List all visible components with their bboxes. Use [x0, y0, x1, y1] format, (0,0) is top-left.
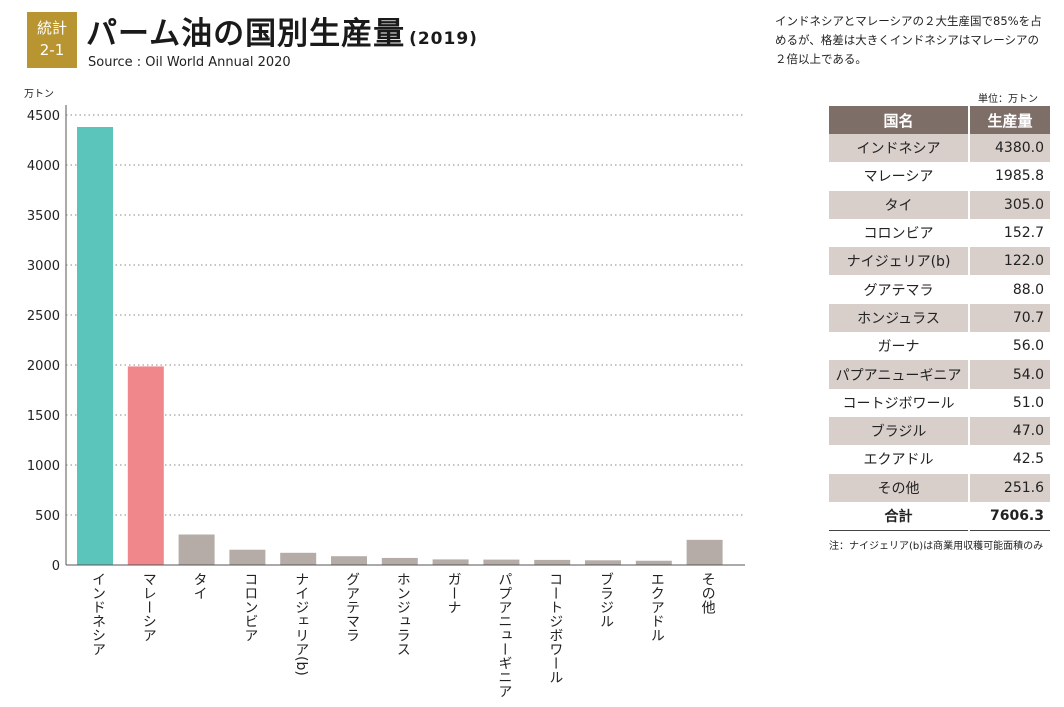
col-value-header: 生産量	[969, 106, 1050, 134]
table-cell-country: ブラジル	[829, 416, 970, 446]
x-tick-label: コロンビア	[242, 572, 259, 642]
table-cell-value: 56.0	[969, 332, 1050, 361]
production-table: 国名 生産量 インドネシア 4380.0 マレーシア 1985.8 タイ 305.0 コロン…	[829, 106, 1050, 532]
bar-chart: 0 500 1000 1500 2000 2500 3000 3500 4000 4500	[27, 105, 745, 574]
table-cell-country: ガーナ	[829, 332, 970, 361]
table-header-row: 国名 生産量	[829, 106, 1050, 134]
x-tick-label: エクアドル	[648, 572, 665, 642]
x-tick-label: マレーシア	[140, 572, 157, 642]
bar	[127, 366, 164, 565]
bar	[534, 559, 571, 565]
y-tick-label: 1500	[27, 409, 60, 424]
total-value: 7606.3	[969, 501, 1050, 532]
badge-line1: 統計	[36, 19, 67, 37]
bar	[77, 127, 113, 565]
bar	[331, 556, 367, 565]
table-row: インドネシア 4380.0	[829, 134, 1050, 163]
page-title: パーム油の国別生産量 (2019)	[86, 8, 478, 53]
table-row: コロンビア 152.7	[829, 218, 1050, 248]
table-cell-country: タイ	[829, 190, 970, 219]
x-tick-label: インドネシア	[90, 572, 106, 656]
table-cell-country: パプアニューギニア	[829, 360, 970, 389]
y-tick-label: 500	[35, 509, 60, 524]
bar	[635, 560, 672, 565]
table-row: タイ 305.0	[829, 190, 1050, 219]
bar	[178, 534, 215, 565]
x-tick-label: パプアニューギニア	[496, 572, 513, 698]
y-tick-label: 3500	[27, 209, 60, 224]
x-tick-label: ガーナ	[445, 572, 462, 614]
x-tick-label: ナイジェリア(b)	[293, 572, 310, 676]
table-cell-value: 70.7	[969, 303, 1050, 333]
table-cell-value: 88.0	[969, 275, 1050, 304]
title-text: パーム油の国別生産量	[86, 16, 406, 52]
y-tick-label: 4000	[27, 159, 60, 174]
table-cell-value: 305.0	[969, 190, 1050, 219]
table-cell-value: 4380.0	[969, 134, 1050, 163]
table-row: コートジボワール 51.0	[829, 388, 1050, 417]
source-line: Source : Oil World Annual 2020	[88, 55, 291, 70]
table-row: マレーシア 1985.8	[829, 162, 1050, 191]
y-axis-unit: 万トン	[24, 89, 54, 100]
table-cell-country: コロンビア	[829, 218, 970, 248]
summary-note: インドネシアとマレーシアの２大生産国で85%を占めるが、格差は大きくインドネシア…	[775, 14, 1042, 66]
table-cell-country: エクアドル	[829, 445, 970, 474]
table-cell-value: 51.0	[969, 388, 1050, 417]
bar	[483, 559, 520, 565]
table-row: パプアニューギニア 54.0	[829, 360, 1050, 389]
bar	[585, 560, 621, 565]
table-row: エクアドル 42.5	[829, 445, 1050, 474]
table-footnote: 注：ナイジェリア(b)は商業用収穫可能面積のみ	[829, 541, 1044, 552]
y-tick-label: 3000	[27, 259, 60, 274]
bar	[686, 539, 723, 565]
bar	[229, 549, 266, 565]
x-tick-label: ブラジル	[598, 572, 614, 628]
table-cell-country: インドネシア	[829, 134, 970, 163]
table-cell-value: 54.0	[969, 360, 1050, 389]
x-tick-label: グアテマラ	[344, 572, 360, 642]
table-cell-value: 122.0	[969, 247, 1050, 276]
table-total-row: 合計 7606.3	[829, 501, 1050, 532]
table-row: その他 251.6	[829, 473, 1050, 502]
y-tick-label: 0	[52, 559, 60, 574]
table-cell-value: 1985.8	[969, 162, 1050, 191]
table-row: ホンジュラス 70.7	[829, 303, 1050, 333]
table-cell-country: グアテマラ	[829, 275, 970, 304]
x-tick-label: ホンジュラス	[394, 572, 411, 656]
col-country-header: 国名	[829, 106, 970, 134]
table-cell-value: 251.6	[969, 473, 1050, 502]
table-cell-value: 47.0	[969, 416, 1050, 446]
table-cell-country: コートジボワール	[829, 388, 970, 417]
total-label: 合計	[829, 501, 970, 532]
x-tick-label: コートジボワール	[547, 572, 564, 684]
x-tick-label: その他	[699, 572, 716, 614]
table-cell-country: ナイジェリア(b)	[829, 247, 970, 276]
table-row: ナイジェリア(b) 122.0	[829, 247, 1050, 276]
table-cell-value: 152.7	[969, 218, 1050, 248]
y-tick-label: 2500	[27, 309, 60, 324]
y-tick-label: 1000	[27, 459, 60, 474]
y-tick-label: 2000	[27, 359, 60, 374]
y-tick-label: 4500	[27, 109, 60, 124]
title-year: (2019)	[409, 29, 478, 49]
bar	[432, 559, 469, 565]
bar	[381, 557, 418, 565]
table-body: インドネシア 4380.0 マレーシア 1985.8 タイ 305.0 コロンビア 152.7…	[829, 134, 1050, 532]
badge-line2: 2-1	[39, 41, 65, 59]
table-row: ガーナ 56.0	[829, 332, 1050, 361]
table-cell-country: マレーシア	[829, 162, 970, 191]
table-row: ブラジル 47.0	[829, 416, 1050, 446]
table-unit: 単位：万トン	[978, 94, 1038, 105]
table-cell-country: ホンジュラス	[829, 303, 970, 333]
bar	[280, 552, 317, 565]
table-cell-country: その他	[829, 473, 970, 502]
table-cell-value: 42.5	[969, 445, 1050, 474]
table-row: グアテマラ 88.0	[829, 275, 1050, 304]
stat-badge: 統計 2-1	[27, 12, 77, 68]
x-tick-label: タイ	[191, 572, 208, 600]
